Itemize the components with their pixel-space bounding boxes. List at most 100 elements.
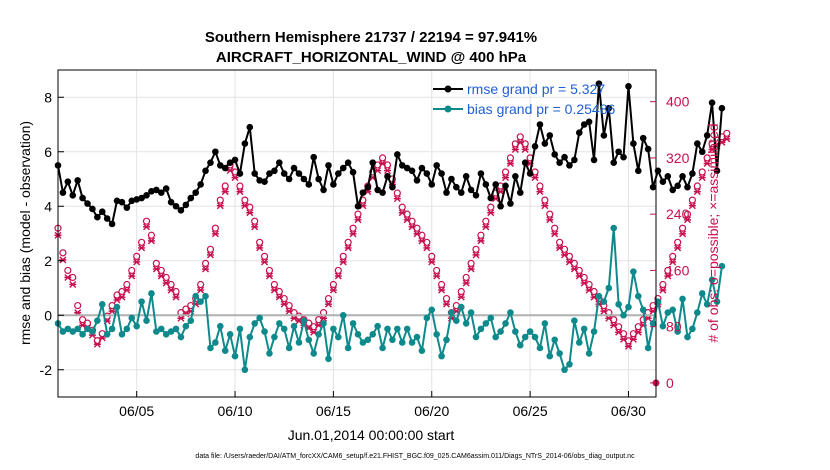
bias-data-point [703,301,711,308]
y-tick-label: 2 [44,253,52,269]
rmse-data-point [74,177,81,184]
bias-data-point [600,298,608,305]
obs-assimilated-marker [624,342,632,350]
obs-assimilated-marker [374,167,382,175]
obs-assimilated-marker [408,223,416,231]
rmse-data-point [694,140,701,147]
obs-assimilated-marker [108,307,116,315]
bias-data-point [438,352,445,360]
legend-bias-marker [444,105,452,113]
obs-assimilated-marker [418,237,426,245]
obs-assimilated-marker [482,223,490,231]
rmse-data-point [551,151,558,158]
bias-data-point [561,366,568,374]
rmse-data-point [339,164,347,172]
rmse-data-point [79,194,86,202]
obs-assimilated-marker [511,145,519,153]
obs-possible-marker [482,217,490,225]
bias-data-point [556,350,563,357]
rmse-data-point [138,194,145,202]
rmse-data-point [384,172,391,180]
rmse-data-point [433,162,440,169]
obs-possible-marker [64,266,72,275]
obs-possible-marker [349,224,357,232]
bias-data-point [266,350,273,357]
bias-data-point [271,333,278,341]
rmse-data-point [241,140,249,147]
obs-possible-marker [703,154,711,162]
obs-assimilated-marker [433,272,441,280]
bias-data-point [546,352,554,360]
bias-data-point [241,366,249,374]
obs-assimilated-marker [457,293,465,301]
bias-data-point [325,355,332,363]
legend-rmse-marker [444,85,452,93]
bias-data-point [69,328,77,335]
obs-possible-marker [669,252,677,260]
bias-data-point [162,331,170,338]
bias-data-point [275,320,283,327]
rmse-data-point [625,83,632,90]
obs-assimilated-marker [462,279,470,287]
rmse-data-point [212,148,219,156]
bias-series-line [57,227,723,371]
obs-assimilated-marker [202,265,210,273]
obs-assimilated-marker [354,216,362,224]
obs-possible-marker [78,316,87,324]
bias-data-point [192,292,199,300]
bias-data-point [398,339,406,346]
rmse-data-point [679,172,686,180]
obs-assimilated-marker [467,265,475,273]
bias-data-point [551,336,558,344]
obs-assimilated-marker [98,334,106,342]
bias-data-point [394,325,401,333]
obs-assimilated-marker [118,293,126,301]
bias-data-point [207,344,214,352]
obs-possible-marker [236,182,244,190]
bias-data-point [236,325,244,333]
rmse-data-point [285,175,293,183]
bias-data-point [679,295,686,303]
obs-possible-marker [74,301,82,310]
rmse-data-point [418,164,426,172]
rmse-data-point [364,183,372,191]
obs-assimilated-marker [413,230,421,238]
obs-assimilated-marker [541,202,549,210]
bias-data-point [433,331,440,338]
y2-axis-label: # of obs: o=possible; ×=assimilated [705,123,721,342]
bias-data-point [689,325,696,333]
obs-assimilated-marker [69,280,77,288]
bias-data-point [526,328,534,335]
obs-assimilated-marker [516,138,524,146]
y2-tick-label: 320 [666,150,690,166]
obs-possible-marker [506,154,515,162]
obs-possible-marker [433,266,441,275]
rmse-data-point [398,162,406,169]
bias-data-point [664,309,672,316]
rmse-data-point [271,167,278,175]
bias-data-point [344,344,352,352]
rmse-data-point [236,170,244,177]
chart-title: Southern Hemisphere 21737 / 22194 = 97.9… [205,29,537,46]
obs-assimilated-marker [206,251,214,259]
obs-assimilated-marker [256,244,264,252]
obs-assimilated-marker [723,135,731,143]
obs-possible-marker [664,266,672,275]
obs-possible-marker [457,287,465,296]
bias-data-point [320,320,327,327]
obs-assimilated-marker [551,230,559,238]
obs-possible-marker [270,280,278,289]
bias-data-point [103,331,111,338]
obs-assimilated-marker [708,145,716,153]
rmse-data-point [344,159,352,166]
obs-assimilated-marker [59,256,67,264]
rmse-data-point [590,156,598,164]
rmse-data-point [251,170,259,177]
rmse-data-point [98,208,106,215]
obs-assimilated-marker [669,258,677,266]
obs-assimilated-marker [265,272,273,280]
obs-assimilated-marker [659,286,667,294]
rmse-data-point [561,153,568,161]
rmse-data-point [453,183,460,191]
